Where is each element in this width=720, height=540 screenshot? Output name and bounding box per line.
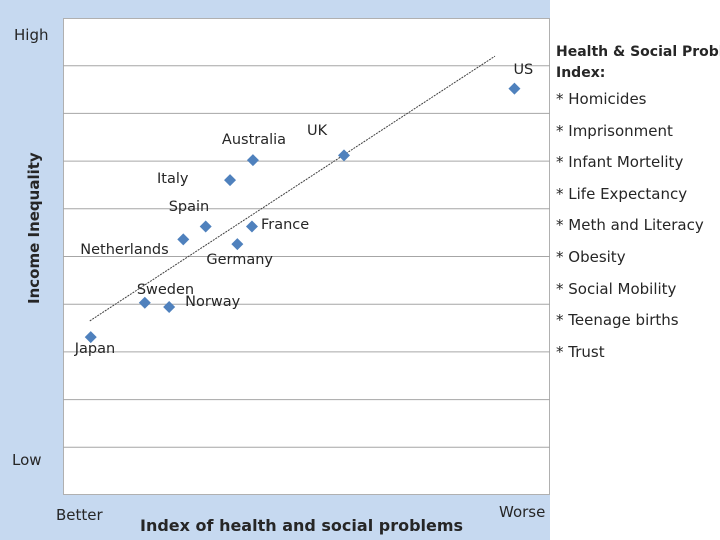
label-sweden: Sweden: [136, 281, 195, 298]
point-uk: [337, 149, 350, 162]
label-norway: Norway: [185, 294, 241, 311]
x-axis-title: Index of health and social problems: [140, 516, 464, 535]
legend-item: * Teenage births: [556, 311, 679, 330]
point-australia: [246, 154, 259, 167]
legend-panel: [550, 0, 720, 540]
trend-line: [89, 55, 496, 322]
point-germany: [231, 238, 244, 251]
legend-item: * Obesity: [556, 247, 626, 266]
label-japan: Japan: [74, 341, 116, 358]
point-sweden: [138, 296, 151, 309]
point-france: [245, 220, 258, 233]
label-netherlands: Netherlands: [80, 242, 169, 259]
label-spain: Spain: [168, 199, 210, 216]
legend-list: * Homicides * Imprisonment * Infant Mortel…: [556, 88, 704, 372]
legend-title-line2: Index:: [556, 65, 606, 81]
legend-item: * Trust: [556, 342, 605, 361]
point-spain: [199, 220, 212, 233]
y-axis-title: Income Inequality: [25, 152, 43, 304]
x-axis-high-label: Worse: [499, 503, 546, 521]
point-italy: [224, 174, 237, 187]
label-germany: Germany: [206, 252, 273, 269]
point-japan: [84, 331, 97, 344]
point-netherlands: [177, 233, 190, 246]
x-axis-low-label: Better: [56, 506, 103, 524]
legend-item: * Homicides: [556, 90, 647, 108]
legend-item: * Imprisonment: [556, 121, 673, 140]
legend-title-line1: Health & Social Problem: [556, 44, 720, 60]
point-norway: [163, 301, 176, 314]
label-uk: UK: [306, 123, 328, 140]
legend-item: * Meth and Literacy: [556, 216, 704, 235]
point-us: [508, 82, 521, 95]
y-axis-high-label: High: [14, 26, 49, 44]
legend-title: Health & Social Problem Index:: [556, 42, 720, 84]
data-points: [84, 82, 521, 344]
gridlines: [63, 65, 550, 448]
label-us: US: [513, 61, 534, 78]
legend-item: * Life Expectancy: [556, 184, 688, 203]
y-axis-low-label: Low: [12, 451, 42, 469]
label-france: France: [260, 217, 310, 234]
label-australia: Australia: [221, 132, 287, 149]
legend-item: * Social Mobility: [556, 279, 677, 298]
legend-item: * Infant Mortelity: [556, 153, 684, 172]
label-italy: Italy: [157, 171, 189, 188]
